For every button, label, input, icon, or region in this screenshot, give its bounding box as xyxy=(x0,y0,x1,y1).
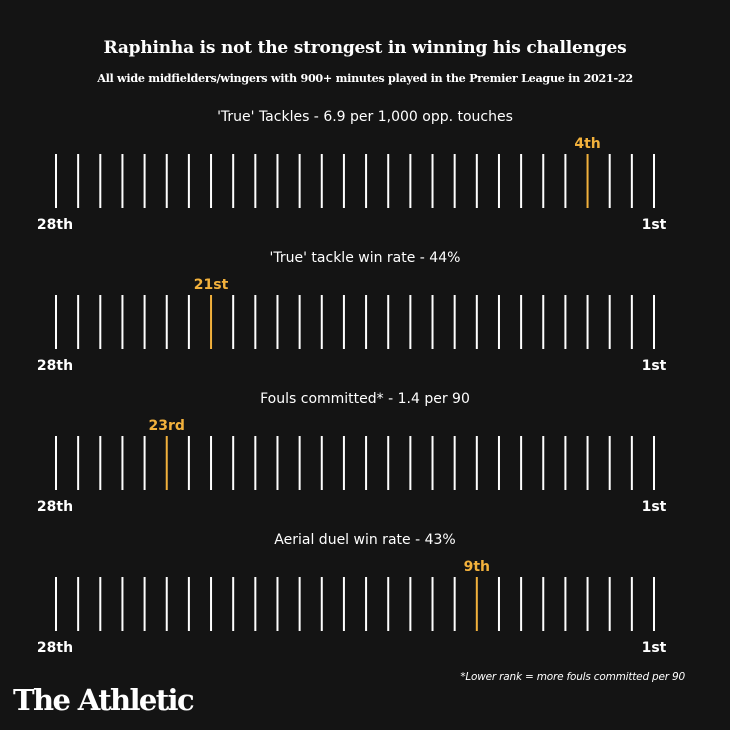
metric-group: Aerial duel win rate - 43% 9th 28th 1st xyxy=(37,532,667,656)
rank-axis-right-label: 1st xyxy=(642,640,667,656)
highlight-rank-label: 4th xyxy=(574,136,600,152)
highlight-rank-label: 9th xyxy=(464,559,490,575)
rank-axis-left-label: 28th xyxy=(37,499,73,515)
metric-group: 'True' tackle win rate - 44% 21st 28th 1st xyxy=(37,250,667,374)
highlight-rank-label: 21st xyxy=(194,277,229,293)
metric-title: Fouls committed* - 1.4 per 90 xyxy=(260,391,470,407)
rank-axis-left-label: 28th xyxy=(37,640,73,656)
metric-title: 'True' Tackles - 6.9 per 1,000 opp. touc… xyxy=(217,109,513,125)
rank-axis-left-label: 28th xyxy=(37,358,73,374)
metric-title: Aerial duel win rate - 43% xyxy=(274,532,455,548)
rank-axis-left-label: 28th xyxy=(37,217,73,233)
chart-subtitle: All wide midfielders/wingers with 900+ m… xyxy=(97,71,633,85)
rank-axis-right-label: 1st xyxy=(642,499,667,515)
rank-axis-right-label: 1st xyxy=(642,217,667,233)
metric-group: 'True' Tackles - 6.9 per 1,000 opp. touc… xyxy=(37,109,667,233)
metric-title: 'True' tackle win rate - 44% xyxy=(270,250,461,266)
the-athletic-logo: The Athletic xyxy=(13,683,195,717)
metric-group: Fouls committed* - 1.4 per 90 23rd 28th 1st xyxy=(37,391,667,515)
footnote: *Lower rank = more fouls committed per 9… xyxy=(460,671,685,683)
chart-title: Raphinha is not the strongest in winning… xyxy=(103,38,627,58)
highlight-rank-label: 23rd xyxy=(149,418,185,434)
rank-axis-right-label: 1st xyxy=(642,358,667,374)
